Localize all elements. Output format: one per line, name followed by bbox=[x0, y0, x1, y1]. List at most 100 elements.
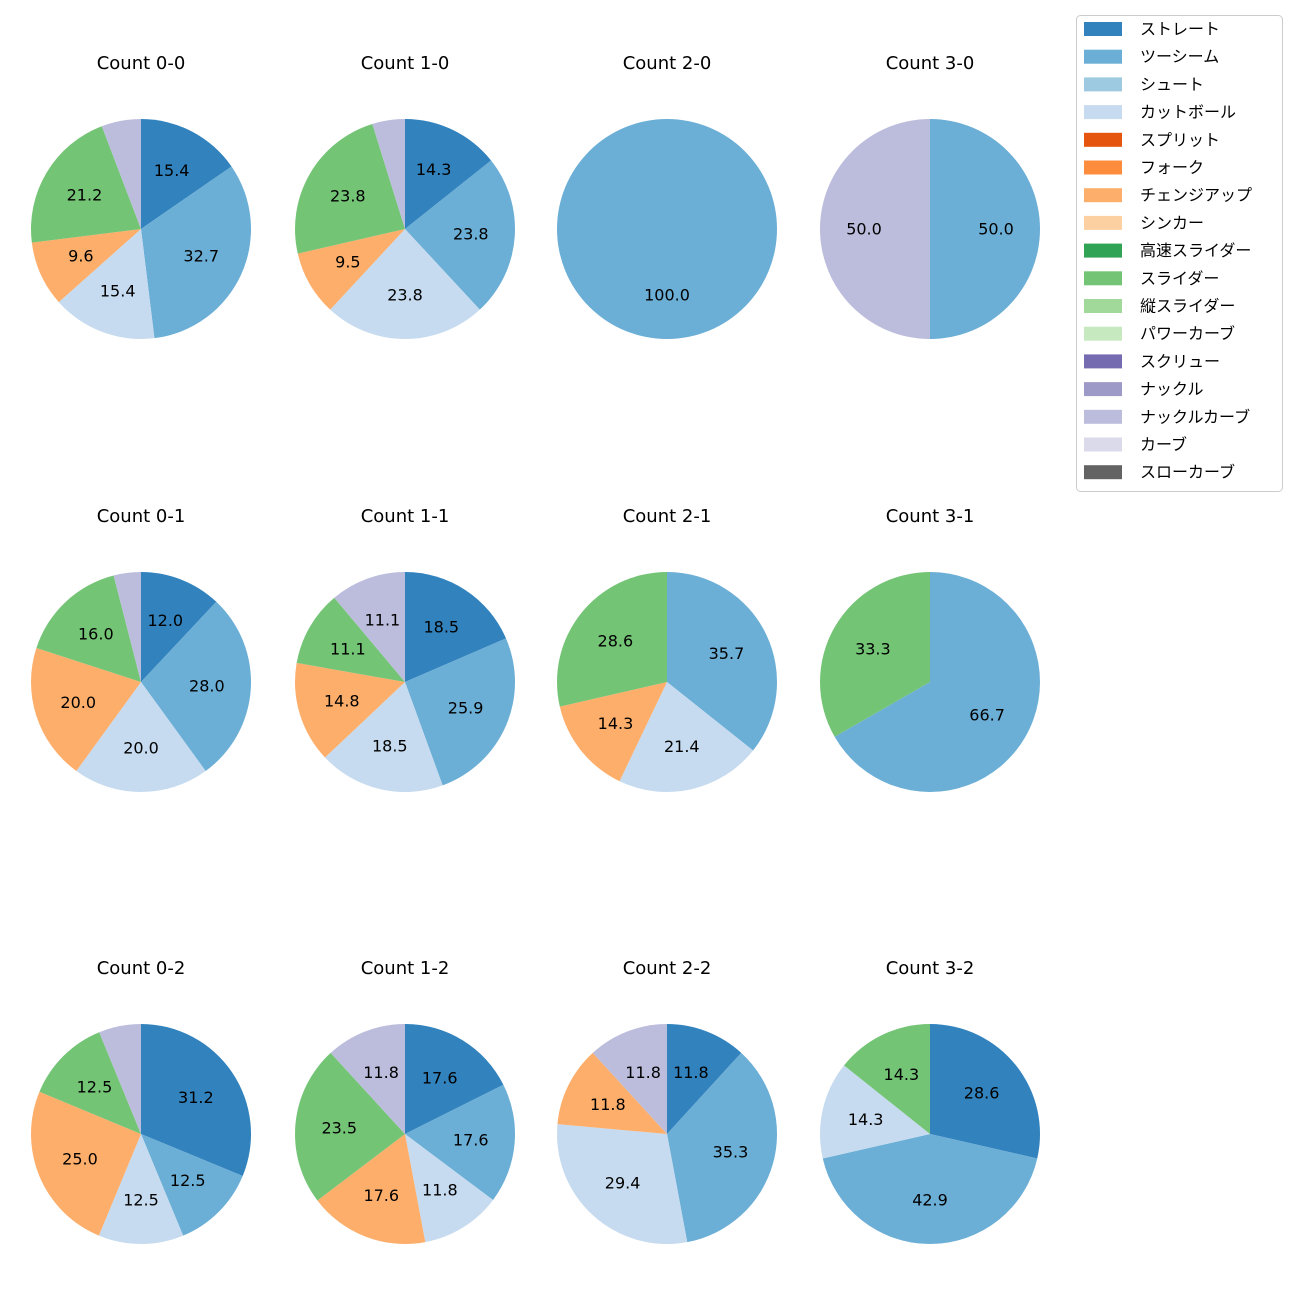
pie-slice-label: 11.8 bbox=[363, 1063, 399, 1082]
pie-slice bbox=[556, 1124, 688, 1244]
pie-slice-label: 11.8 bbox=[673, 1063, 709, 1082]
pie-slice-label: 12.0 bbox=[147, 611, 183, 630]
legend-item: ストレート bbox=[1084, 20, 1220, 39]
pie-title: Count 2-2 bbox=[623, 958, 712, 979]
pie-slice bbox=[405, 1084, 516, 1200]
pie-slice-label: 18.5 bbox=[423, 617, 459, 636]
legend-item: シュート bbox=[1084, 75, 1204, 94]
legend-swatch bbox=[1084, 22, 1122, 36]
legend-swatch bbox=[1084, 271, 1122, 286]
pie-slice-label: 11.8 bbox=[590, 1095, 626, 1114]
pie-slice-label: 14.3 bbox=[848, 1110, 884, 1129]
legend-swatch bbox=[1084, 105, 1122, 120]
legend-frame bbox=[1076, 15, 1283, 492]
pie-slice-label: 23.5 bbox=[321, 1119, 357, 1138]
pie-slice-label: 17.6 bbox=[422, 1068, 458, 1087]
legend-label: ツーシーム bbox=[1140, 47, 1219, 66]
pie-slice bbox=[822, 1134, 1038, 1244]
pie-slice bbox=[324, 682, 443, 793]
pie-slice bbox=[557, 1052, 667, 1134]
legend-label: フォーク bbox=[1140, 158, 1204, 177]
pie-slice bbox=[667, 1024, 742, 1134]
pie-slice bbox=[141, 1024, 252, 1176]
pie-slice bbox=[405, 1024, 504, 1134]
pie-slice-label: 25.9 bbox=[448, 699, 484, 718]
pie-slice-label: 15.4 bbox=[154, 161, 190, 180]
pie-slice-label: 28.6 bbox=[964, 1083, 1000, 1102]
legend-label: パワーカーブ bbox=[1140, 324, 1235, 343]
pie-slice-label: 50.0 bbox=[978, 220, 1014, 239]
pie-slice bbox=[559, 682, 667, 782]
pie-slice bbox=[294, 662, 405, 758]
pie-slice-label: 18.5 bbox=[372, 737, 408, 756]
pie-panel: Count 3-1 66.7 33.3 bbox=[819, 506, 1040, 792]
pie-title: Count 2-1 bbox=[623, 506, 712, 527]
legend-label: カーブ bbox=[1140, 435, 1187, 454]
pie-title: Count 3-1 bbox=[886, 506, 975, 527]
pie-slice bbox=[31, 229, 142, 303]
pie-slice bbox=[317, 1134, 426, 1244]
legend-label: 高速スライダー bbox=[1140, 241, 1251, 260]
pie-slice bbox=[405, 638, 515, 786]
pie-slice bbox=[834, 572, 1040, 792]
pie-slice bbox=[405, 1134, 494, 1243]
pie-slice-label: 14.8 bbox=[324, 691, 360, 710]
pie-slice-label: 23.8 bbox=[387, 286, 423, 305]
pie-slice-label: 35.3 bbox=[713, 1143, 749, 1162]
pie-slice bbox=[667, 572, 777, 751]
legend-swatch bbox=[1084, 132, 1122, 147]
pie-panel: Count 3-2 28.6 42.9 14.3 14.3 bbox=[820, 958, 1040, 1244]
legend-items: ストレートツーシームシュートカットボールスプリットフォークチェンジアップシンカー… bbox=[1084, 20, 1252, 482]
legend-label: 縦スライダー bbox=[1140, 297, 1235, 316]
legend-item: スプリット bbox=[1084, 130, 1220, 149]
pie-slice-label: 23.8 bbox=[453, 224, 489, 243]
pie-slice bbox=[141, 119, 232, 229]
pie-title: Count 0-2 bbox=[97, 958, 186, 979]
legend-swatch bbox=[1084, 354, 1122, 369]
pie-slice bbox=[334, 572, 405, 682]
pie-title: Count 3-2 bbox=[886, 958, 975, 979]
pie-slice bbox=[405, 572, 506, 682]
pie-slice bbox=[296, 597, 405, 682]
pie-slice bbox=[141, 601, 252, 771]
pie-panel: Count 1-0 14.3 23.8 23.8 9.5 23.8 bbox=[294, 53, 515, 339]
pie-slice bbox=[405, 160, 515, 310]
pie-title: Count 2-0 bbox=[623, 53, 712, 74]
pie-panel: Count 2-2 11.8 35.3 29.4 11.8 11.8 bbox=[556, 958, 778, 1244]
legend-label: シンカー bbox=[1140, 213, 1204, 232]
pie-slice-label: 32.7 bbox=[183, 247, 219, 266]
pie-slice bbox=[141, 166, 252, 339]
pie-panel: Count 1-1 18.5 25.9 18.5 14.8 11.1 11.1 bbox=[294, 506, 515, 793]
legend-item: カーブ bbox=[1084, 435, 1187, 454]
legend-label: スプリット bbox=[1140, 130, 1220, 149]
legend-swatch bbox=[1084, 243, 1122, 258]
pie-slice bbox=[930, 119, 1040, 339]
legend-swatch bbox=[1084, 409, 1122, 424]
legend-item: スライダー bbox=[1084, 269, 1219, 288]
pie-slice-label: 21.2 bbox=[67, 185, 103, 204]
pie-slice-label: 29.4 bbox=[605, 1173, 641, 1192]
pie-slice bbox=[844, 1024, 930, 1134]
pie-slice-label: 12.5 bbox=[170, 1171, 206, 1190]
pie-slice-label: 11.8 bbox=[422, 1181, 458, 1200]
pie-slice-label: 20.0 bbox=[60, 693, 96, 712]
pie-slice-label: 11.1 bbox=[365, 610, 401, 629]
pie-slice bbox=[99, 1024, 141, 1134]
legend-swatch bbox=[1084, 382, 1122, 397]
legend-item: 縦スライダー bbox=[1084, 297, 1235, 316]
legend-item: カットボール bbox=[1084, 103, 1236, 122]
legend-swatch bbox=[1084, 299, 1122, 313]
pie-slice bbox=[113, 572, 141, 682]
pie-slice-label: 9.5 bbox=[335, 253, 360, 272]
pie-slice bbox=[592, 1024, 667, 1134]
legend: ストレートツーシームシュートカットボールスプリットフォークチェンジアップシンカー… bbox=[1076, 15, 1283, 492]
legend-swatch bbox=[1084, 326, 1122, 341]
pie-slice-label: 23.8 bbox=[330, 187, 366, 206]
legend-swatch bbox=[1084, 437, 1122, 452]
legend-item: シンカー bbox=[1084, 213, 1204, 232]
pie-slice bbox=[30, 648, 142, 771]
legend-label: スローカーブ bbox=[1140, 463, 1235, 482]
pie-slice-label: 31.2 bbox=[178, 1088, 214, 1107]
pie-slice-label: 12.5 bbox=[123, 1191, 159, 1210]
pie-title: Count 1-1 bbox=[361, 506, 450, 527]
